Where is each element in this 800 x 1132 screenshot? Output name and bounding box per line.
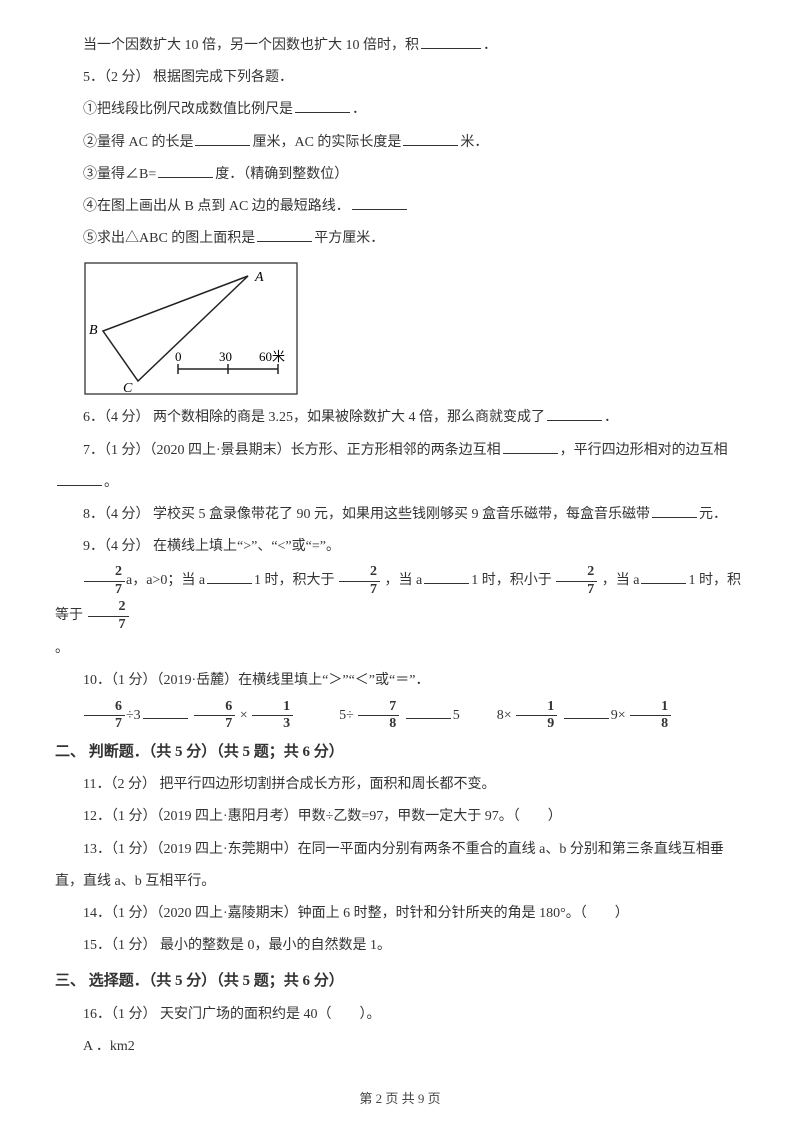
- q4-text-a: 当一个因数扩大 10 倍，另一个因数也扩大 10 倍时，积: [83, 38, 419, 53]
- q9-b1[interactable]: [207, 568, 252, 584]
- q10-t3: 5÷: [339, 708, 354, 723]
- q9-b3[interactable]: [641, 568, 686, 584]
- q15: 15．（1 分） 最小的整数是 0，最小的自然数是 1。: [55, 930, 745, 962]
- q10-t6: 9×: [611, 708, 626, 723]
- q5-s1: ①把线段比例尺改成数值比例尺是 ．: [55, 94, 745, 126]
- q4-blank[interactable]: [421, 33, 481, 49]
- q16: 16．（1 分） 天安门广场的面积约是 40（ ）。: [55, 999, 745, 1031]
- q5-s3: ③量得∠B= 度．（精确到整数位）: [55, 159, 745, 191]
- q5-s3-b: 度．（精确到整数位）: [215, 167, 348, 182]
- frac-1-8: 18: [630, 699, 671, 732]
- q5-s2-a: ②量得 AC 的长是: [83, 135, 193, 150]
- q5-s2-b: 厘米，AC 的实际长度是: [252, 135, 401, 150]
- q8-a: 8．（4 分） 学校买 5 盒录像带花了 90 元，如果用这些钱刚够买 9 盒音…: [83, 507, 650, 522]
- section-2-heading: 二、 判断题．（共 5 分）（共 5 题；共 6 分）: [55, 735, 745, 770]
- frac-6-7-2: 67: [194, 699, 235, 732]
- frac-1-9: 19: [516, 699, 557, 732]
- q12: 12．（1 分）（2019 四上·惠阳月考）甲数÷乙数=97，甲数一定大于 97…: [55, 801, 745, 833]
- q10-t5: 8×: [497, 708, 512, 723]
- q7-line1: 7．（1 分）（2020 四上·景县期末）长方形、正方形相邻的两条边互相 ，平行四…: [55, 435, 745, 467]
- frac-2-7-3: 27: [556, 564, 597, 597]
- q10-t4: 5: [453, 708, 460, 723]
- q9-p3: ，当 a: [385, 573, 423, 588]
- q5-s2-blank2[interactable]: [403, 130, 458, 146]
- q9-p2: 1 时，积大于: [254, 573, 335, 588]
- q10-line: 67÷3 67 × 13 5÷ 78 5 8× 19 9× 18: [55, 698, 745, 733]
- q4-line: 当一个因数扩大 10 倍，另一个因数也扩大 10 倍时，积 ．: [55, 30, 745, 62]
- q10-t2: ×: [240, 708, 248, 723]
- q5-s5: ⑤求出△ABC 的图上面积是 平方厘米．: [55, 223, 745, 255]
- label-C: C: [123, 381, 133, 396]
- q5-s1-a: ①把线段比例尺改成数值比例尺是: [83, 102, 293, 117]
- label-A: A: [254, 270, 264, 285]
- q9-b2[interactable]: [424, 568, 469, 584]
- frac-2-7-4: 27: [88, 599, 129, 632]
- q10-b3[interactable]: [564, 703, 609, 719]
- q9-header: 9．（4 分） 在横线上填上“>”、“<”或“=”。: [55, 531, 745, 563]
- q7-blank1[interactable]: [503, 438, 558, 454]
- q5-s4: ④在图上画出从 B 点到 AC 边的最短路线．: [55, 191, 745, 223]
- q9-p1: a，a>0；当 a: [126, 573, 205, 588]
- q5-s2-blank1[interactable]: [195, 130, 250, 146]
- q10-b1[interactable]: [143, 703, 188, 719]
- q6-blank[interactable]: [547, 405, 602, 421]
- page-footer: 第 2 页 共 9 页: [0, 1084, 800, 1114]
- q6-line: 6．（4 分） 两个数相除的商是 3.25，如果被除数扩大 4 倍，那么商就变成…: [55, 402, 745, 434]
- q9-line1: 27a，a>0；当 a1 时，积大于 27 ，当 a1 时，积小于 27 ，当 …: [55, 563, 745, 633]
- q5-s1-b: ．: [352, 102, 366, 117]
- scale-60: 60米: [259, 349, 285, 364]
- q13a: 13．（1 分）（2019 四上·东莞期中）在同一平面内分别有两条不重合的直线 …: [55, 834, 745, 866]
- frac-6-7-1: 67: [84, 699, 125, 732]
- q10-t1: ÷3: [126, 708, 141, 723]
- q5-s3-blank[interactable]: [158, 162, 213, 178]
- q10-header: 10．（1 分）（2019·岳麓）在横线里填上“＞”“＜”或“＝”．: [55, 665, 745, 697]
- q9-p4: 1 时，积小于: [471, 573, 552, 588]
- q11: 11．（2 分） 把平行四边形切割拼合成长方形，面积和周长都不变。: [55, 769, 745, 801]
- q5-s2-c: 米．: [460, 135, 488, 150]
- q5-s4-a: ④在图上画出从 B 点到 AC 边的最短路线．: [83, 199, 350, 214]
- q5-s4-blank[interactable]: [352, 194, 407, 210]
- q8-b: 元．: [699, 507, 727, 522]
- q7-line2: 。: [55, 467, 745, 499]
- q5-header: 5．（2 分） 根据图完成下列各题．: [55, 62, 745, 94]
- frac-2-7-1: 27: [84, 564, 125, 597]
- section-3-heading: 三、 选择题．（共 5 分）（共 5 题；共 6 分）: [55, 964, 745, 999]
- q5-s5-a: ⑤求出△ABC 的图上面积是: [83, 231, 255, 246]
- q5-s5-b: 平方厘米．: [314, 231, 384, 246]
- q13b: 直，直线 a、b 互相平行。: [55, 866, 745, 898]
- q5-s3-a: ③量得∠B=: [83, 167, 156, 182]
- q8-blank[interactable]: [652, 502, 697, 518]
- scale-0: 0: [175, 349, 182, 364]
- q6-a: 6．（4 分） 两个数相除的商是 3.25，如果被除数扩大 4 倍，那么商就变成…: [83, 410, 545, 425]
- q16a: A ．km2: [55, 1031, 745, 1063]
- q9-end: 。: [55, 633, 745, 665]
- q7-b: ，平行四边形相对的边互相: [560, 443, 728, 458]
- q5-figure: A B C 0 30 60米: [83, 261, 299, 396]
- q5-s5-blank[interactable]: [257, 226, 312, 242]
- frac-1-3: 13: [252, 699, 293, 732]
- q10-b2[interactable]: [406, 703, 451, 719]
- frac-7-8: 78: [358, 699, 399, 732]
- q5-s2: ②量得 AC 的长是 厘米，AC 的实际长度是 米．: [55, 127, 745, 159]
- q5-s1-blank[interactable]: [295, 97, 350, 113]
- q14: 14．（1 分）（2020 四上·嘉陵期末）钟面上 6 时整，时针和分针所夹的角…: [55, 898, 745, 930]
- q4-text-b: ．: [483, 38, 497, 53]
- q9-p5: ，当 a: [602, 573, 640, 588]
- q7-c: 。: [104, 475, 118, 490]
- frac-2-7-2: 27: [339, 564, 380, 597]
- scale-30: 30: [219, 349, 232, 364]
- label-B: B: [89, 323, 98, 338]
- q8-line: 8．（4 分） 学校买 5 盒录像带花了 90 元，如果用这些钱刚够买 9 盒音…: [55, 499, 745, 531]
- q6-b: ．: [604, 410, 618, 425]
- q7-a: 7．（1 分）（2020 四上·景县期末）长方形、正方形相邻的两条边互相: [83, 443, 501, 458]
- q7-blank2[interactable]: [57, 470, 102, 486]
